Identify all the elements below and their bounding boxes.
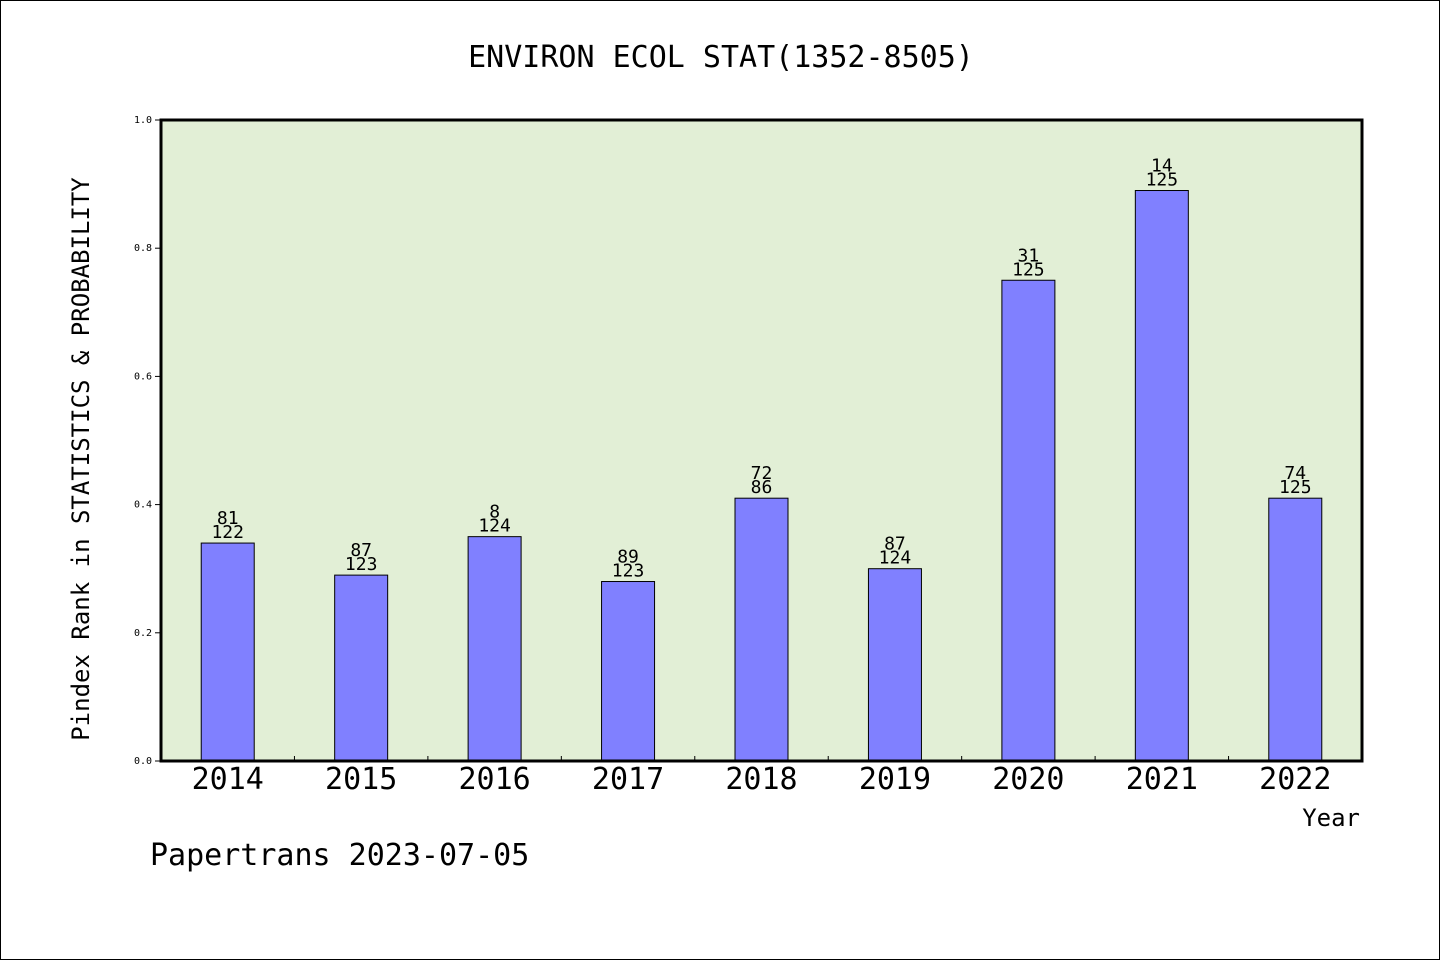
bar-label-bottom: 122: [211, 522, 244, 543]
x-tick-label: 2022: [1259, 762, 1331, 797]
y-axis-label: Pindex Rank in STATISTICS & PROBABILITY: [67, 177, 95, 741]
bar-2016: [467, 536, 522, 762]
bar-label-bottom: 125: [1012, 259, 1045, 280]
bar-2022: [1268, 497, 1323, 762]
bar-2019: [867, 568, 922, 762]
x-axis: 2014 2015 2016 2017 2018 2019 2020 2021 2022: [192, 756, 1331, 797]
bar-label-top: 74: [1284, 463, 1306, 484]
bar-label-top: 14: [1151, 156, 1173, 177]
y-axis: 0.0 0.2 0.4 0.6 0.8 1.0: [134, 115, 161, 767]
bar-2021: [1134, 190, 1189, 762]
bar-label-top: 8: [489, 502, 500, 523]
plot-border: [159, 118, 1364, 763]
bars-group: 1228112387124812389867212487125311251412…: [200, 156, 1323, 762]
bar-label-top: 87: [884, 534, 906, 555]
bar-label-top: 72: [751, 463, 773, 484]
bar-label-bottom: 123: [612, 561, 645, 582]
bar-label-bottom: 125: [1146, 170, 1179, 191]
bar-label-bottom: 123: [345, 554, 378, 575]
y-tick-label: 1.0: [134, 115, 152, 126]
bar-label-top: 89: [617, 547, 639, 568]
bar-label-bottom: 124: [478, 516, 511, 537]
y-tick-label: 0.2: [134, 628, 152, 639]
y-tick-label: 0.4: [134, 500, 152, 511]
x-tick-label: 2018: [725, 762, 797, 797]
y-tick-label: 0.6: [134, 371, 152, 382]
bar-2020: [1001, 279, 1056, 762]
x-tick-label: 2019: [859, 762, 931, 797]
x-tick-label: 2016: [458, 762, 530, 797]
x-axis-label: Year: [1302, 804, 1360, 832]
chart-title: ENVIRON ECOL STAT(1352-8505): [468, 40, 974, 75]
x-tick-label: 2021: [1126, 762, 1198, 797]
bar-2018: [734, 497, 789, 762]
bar-label-bottom: 125: [1279, 477, 1312, 498]
bar-2017: [601, 581, 656, 762]
footer-text: Papertrans 2023-07-05: [150, 838, 529, 873]
bar-label-top: 81: [217, 508, 239, 529]
bar-label-top: 87: [350, 540, 372, 561]
x-tick-label: 2015: [325, 762, 397, 797]
x-tick-label: 2020: [992, 762, 1064, 797]
bar-2015: [334, 574, 389, 762]
bar-2014: [200, 542, 255, 762]
bar-label-bottom: 124: [879, 548, 912, 569]
x-tick-label: 2014: [192, 762, 264, 797]
bar-label-bottom: 86: [751, 477, 773, 498]
bar-label-top: 31: [1018, 245, 1040, 266]
y-tick-label: 0.0: [134, 756, 152, 767]
x-tick-label: 2017: [592, 762, 664, 797]
y-tick-label: 0.8: [134, 243, 152, 254]
